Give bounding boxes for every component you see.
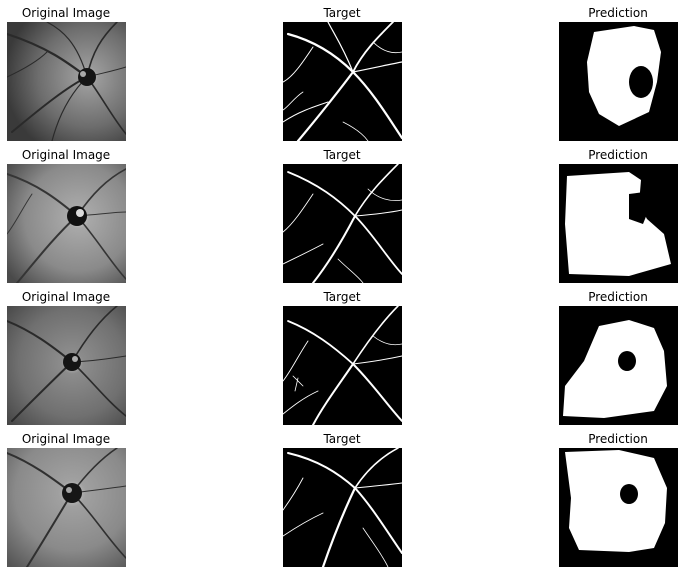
prediction-panel [559,164,678,283]
target-title: Target [323,432,361,446]
original-image-title: Original Image [21,6,111,20]
prediction-title: Prediction [588,290,648,304]
prediction-title: Prediction [588,432,648,446]
original-image-title: Original Image [21,432,111,446]
original-image-title: Original Image [21,290,111,304]
original-image-panel [7,448,126,567]
prediction-panel [559,448,678,567]
target-title: Target [323,290,361,304]
prediction-title: Prediction [588,6,648,20]
target-panel [283,306,402,425]
original-image-title: Original Image [21,148,111,162]
original-image-panel [7,164,126,283]
prediction-panel [559,306,678,425]
target-panel [283,22,402,141]
prediction-panel [559,22,678,141]
target-title: Target [323,148,361,162]
prediction-title: Prediction [588,148,648,162]
target-panel [283,164,402,283]
original-image-panel [7,22,126,141]
target-panel [283,448,402,567]
target-title: Target [323,6,361,20]
original-image-panel [7,306,126,425]
